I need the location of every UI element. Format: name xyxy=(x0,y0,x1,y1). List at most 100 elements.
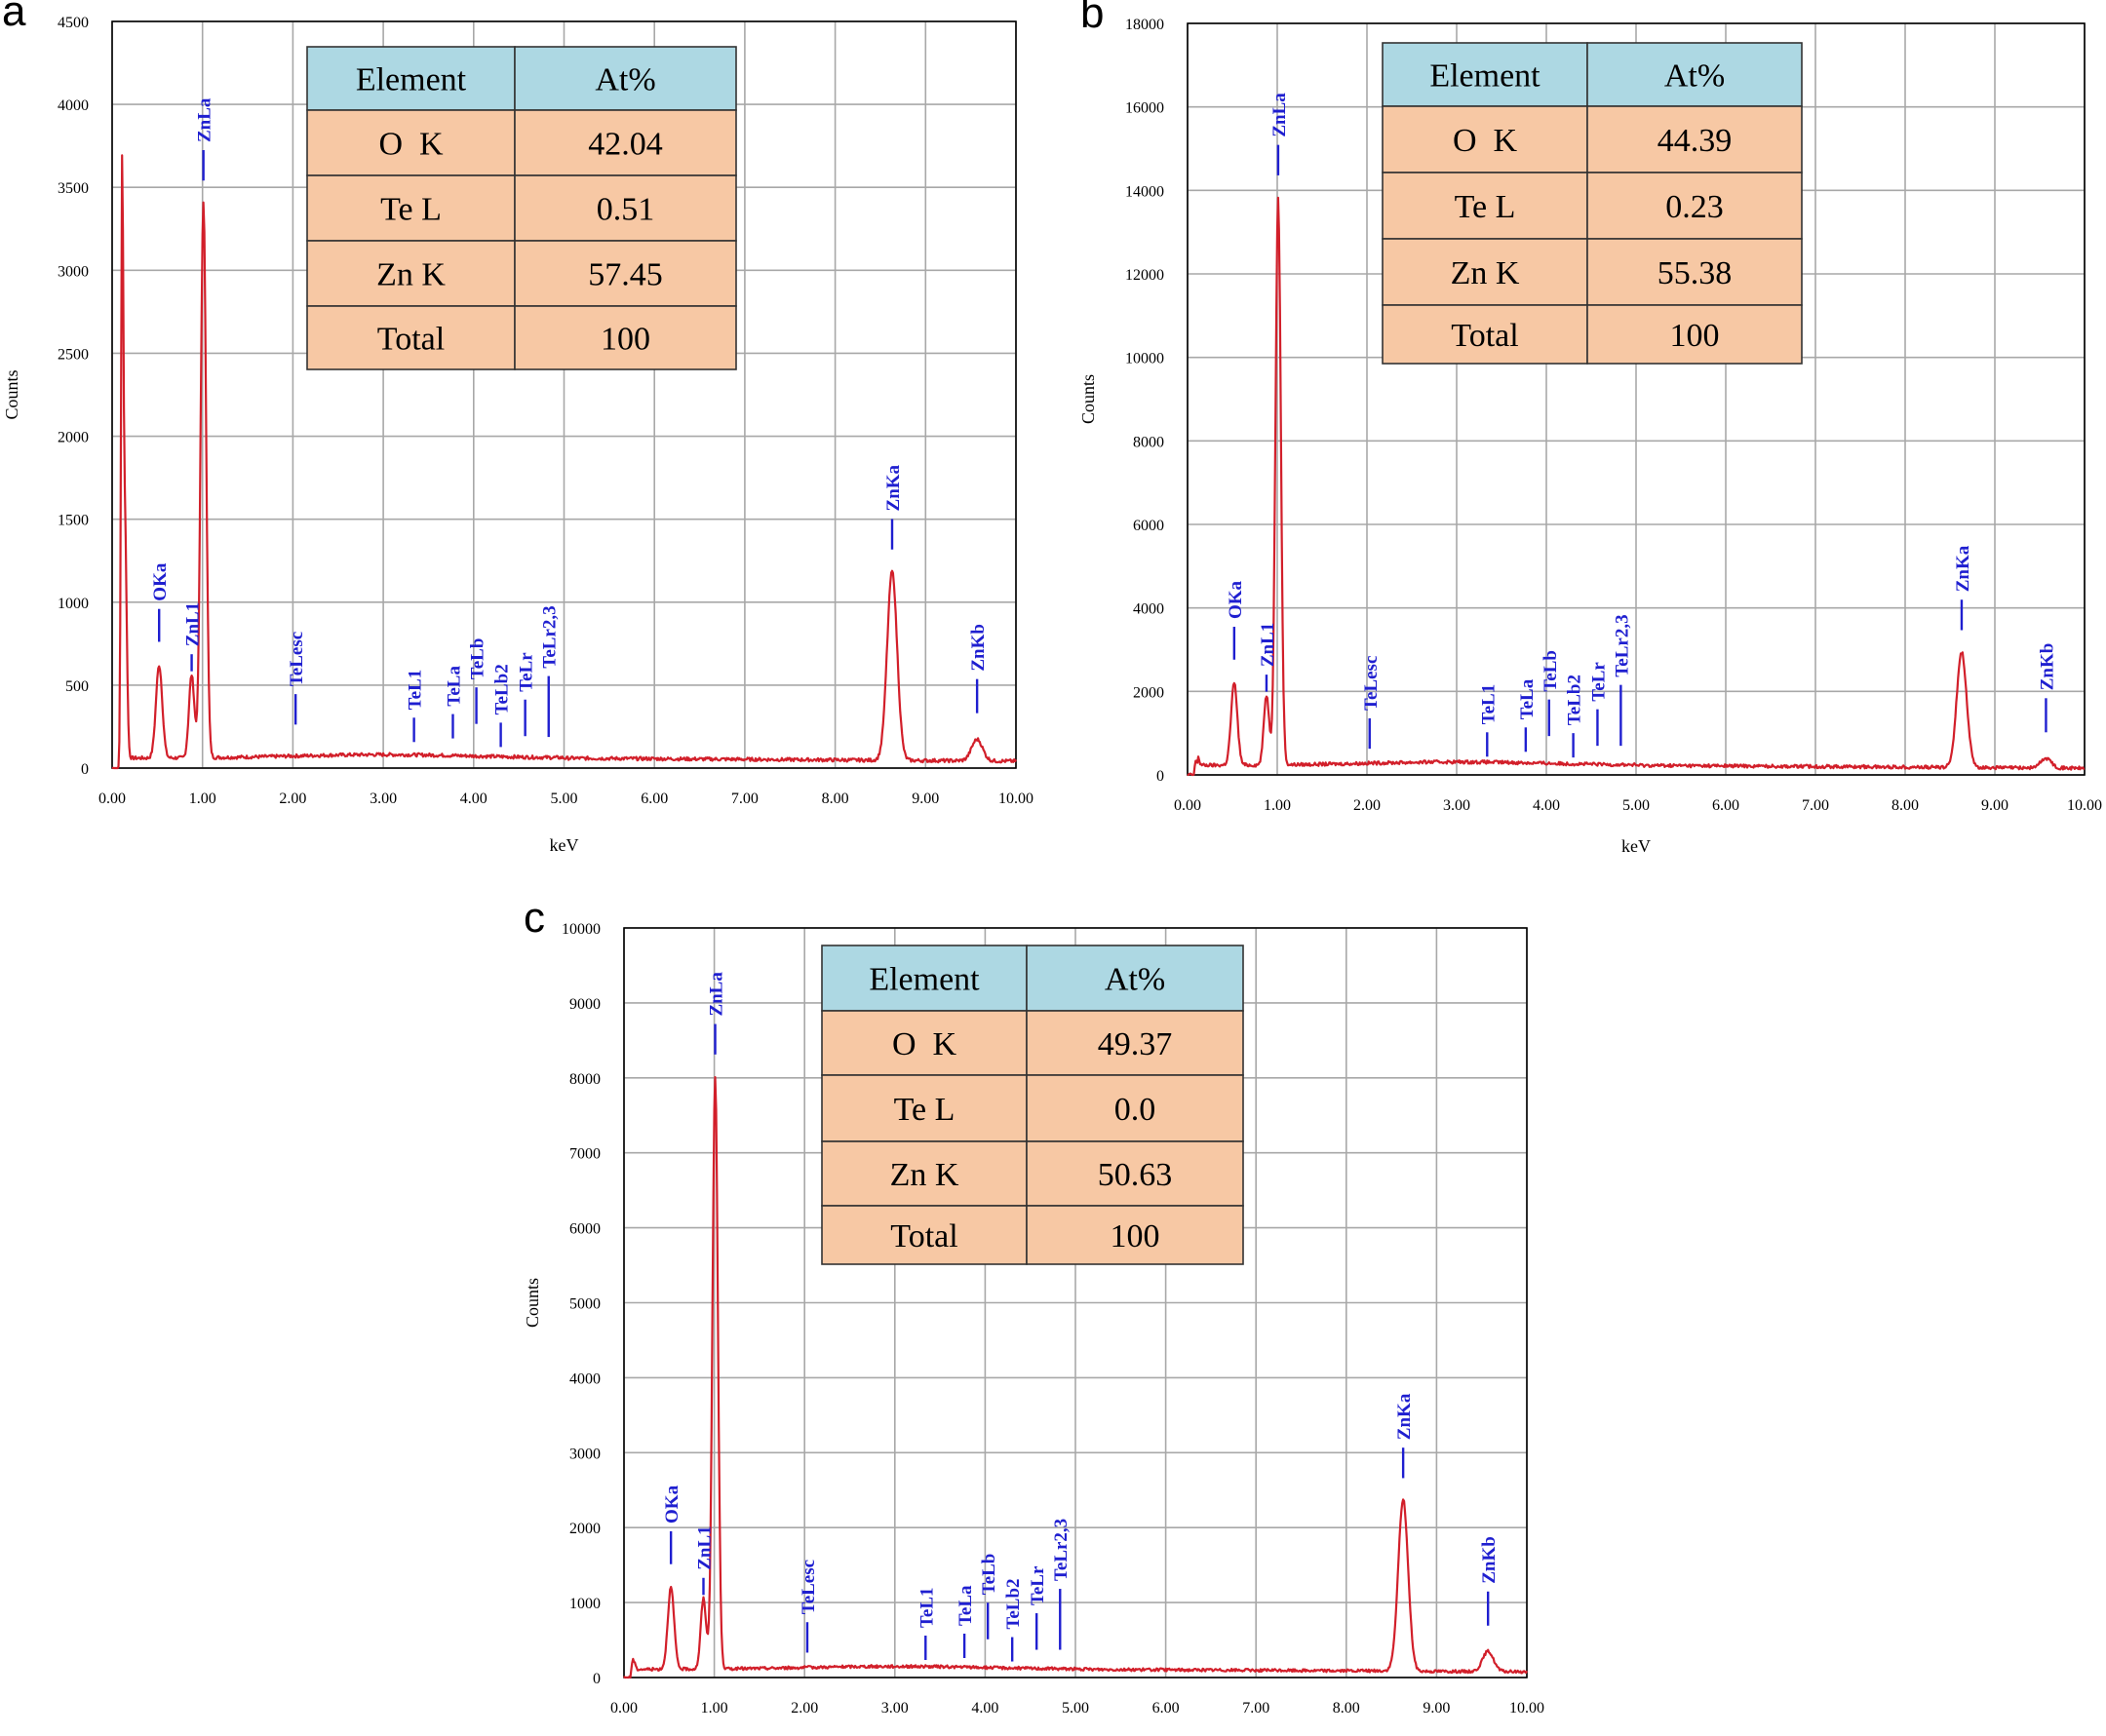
panel-letter: c xyxy=(524,894,545,942)
x-tick-label: 5.00 xyxy=(551,791,578,807)
panel-b: b0.00 1.00 2.00 3.00 4.00 5.00 6.00 7.00 8.00 9.0… xyxy=(1078,0,2102,856)
table-cell-text: O K xyxy=(1453,123,1518,159)
y-tick-label: 2000 xyxy=(569,1521,601,1537)
peak-label: OKa xyxy=(1226,580,1246,619)
panel-letter: a xyxy=(2,0,26,35)
y-tick-label: 10000 xyxy=(562,921,601,938)
peak-label: TeLr2,3 xyxy=(540,605,561,668)
x-tick-label: 4.00 xyxy=(971,1700,998,1717)
table-cell-text: Te L xyxy=(380,192,442,228)
x-tick-label: 3.00 xyxy=(881,1700,909,1717)
table-cell-text: 50.63 xyxy=(1098,1157,1173,1193)
y-tick-label: 10000 xyxy=(1125,351,1164,367)
peak-label: TeLr xyxy=(517,652,537,692)
x-tick-label: 9.00 xyxy=(912,791,939,807)
y-tick-label: 4000 xyxy=(58,97,89,114)
peak-label: ZnKa xyxy=(1394,1393,1415,1440)
table-cell-text: 100 xyxy=(601,322,650,358)
x-tick-label: 1.00 xyxy=(189,791,216,807)
peak-label: TeLesc xyxy=(799,1560,819,1614)
peak-label: OKa xyxy=(662,1485,682,1524)
x-tick-label: 9.00 xyxy=(1981,797,2008,814)
table-cell-text: 100 xyxy=(1670,318,1720,354)
table-cell-text: Total xyxy=(1451,318,1518,354)
y-tick-label: 4000 xyxy=(569,1370,601,1387)
y-tick-label: 500 xyxy=(65,678,89,695)
peak-label: TeL1 xyxy=(1478,684,1499,725)
peak-label: ZnKb xyxy=(2037,643,2057,691)
table-header-text: Element xyxy=(869,962,980,998)
table-cell-text: Total xyxy=(377,322,445,358)
composition-table: Element At% O K 42.04 Te L 0.51 Zn K 57.45 Total… xyxy=(307,47,736,369)
table-header-text: Element xyxy=(1429,58,1540,95)
x-tick-label: 6.00 xyxy=(641,791,668,807)
x-tick-label: 0.00 xyxy=(1174,797,1201,814)
panel-c: c0.00 1.00 2.00 3.00 4.00 5.00 6.00 7.00 8.00 9.0… xyxy=(523,894,1544,1736)
x-axis-label: keV xyxy=(550,835,579,855)
y-tick-label: 5000 xyxy=(569,1296,601,1313)
table-cell-text: O K xyxy=(378,127,444,163)
table-cell-text: Zn K xyxy=(376,257,446,293)
x-tick-label: 2.00 xyxy=(1353,797,1381,814)
x-tick-label: 7.00 xyxy=(1242,1700,1269,1717)
y-axis-label: Counts xyxy=(523,1278,542,1328)
table-cell-text: 55.38 xyxy=(1658,255,1733,291)
peak-label: TeLr xyxy=(1028,1565,1048,1605)
peak-label: TeLr2,3 xyxy=(1051,1519,1072,1581)
x-tick-label: 4.00 xyxy=(1533,797,1560,814)
peak-label: TeLa xyxy=(956,1585,976,1626)
peak-label: TeLb xyxy=(468,638,488,680)
peak-label: TeLb xyxy=(1540,650,1561,692)
table-cell-text: Zn K xyxy=(1451,255,1520,291)
table-cell-text: 42.04 xyxy=(588,127,663,163)
x-tick-label: 3.00 xyxy=(1443,797,1470,814)
y-tick-label: 4500 xyxy=(58,15,89,31)
table-cell-text: O K xyxy=(892,1026,957,1062)
peak-label: ZnL1 xyxy=(1258,623,1278,667)
x-tick-label: 1.00 xyxy=(1264,797,1291,814)
table-cell-text: Total xyxy=(890,1218,957,1254)
y-tick-label: 8000 xyxy=(569,1071,601,1088)
table-cell-text: Te L xyxy=(1455,189,1516,225)
x-tick-label: 2.00 xyxy=(791,1700,818,1717)
y-axis-label: Counts xyxy=(1078,374,1098,424)
peak-label: TeLr2,3 xyxy=(1612,614,1632,676)
peak-label: TeLa xyxy=(444,666,464,707)
x-tick-label: 7.00 xyxy=(731,791,759,807)
composition-table: Element At% O K 49.37 Te L 0.0 Zn K 50.63 Total 1… xyxy=(822,945,1243,1264)
peak-label: TeLb xyxy=(979,1554,999,1596)
table-cell-text: 0.23 xyxy=(1665,189,1724,225)
y-tick-label: 6000 xyxy=(1133,518,1164,534)
x-tick-label: 3.00 xyxy=(370,791,397,807)
x-tick-label: 0.00 xyxy=(98,791,126,807)
y-tick-label: 12000 xyxy=(1125,267,1164,284)
table-cell-text: 44.39 xyxy=(1658,123,1733,159)
y-tick-label: 7000 xyxy=(569,1146,601,1163)
x-tick-label: 10.00 xyxy=(1509,1700,1544,1717)
x-axis-label: keV xyxy=(1621,836,1651,856)
y-tick-label: 2000 xyxy=(1133,684,1164,701)
x-tick-label: 5.00 xyxy=(1062,1700,1089,1717)
composition-table: Element At% O K 44.39 Te L 0.23 Zn K 55.38 Total… xyxy=(1383,43,1802,364)
table-cell-text: 0.0 xyxy=(1114,1092,1156,1128)
y-tick-label: 1000 xyxy=(58,596,89,612)
table-cell-text: 49.37 xyxy=(1098,1026,1173,1062)
peak-label: TeL1 xyxy=(916,1587,937,1628)
y-tick-label: 1500 xyxy=(58,513,89,529)
y-tick-label: 0 xyxy=(81,761,89,778)
peak-label: ZnKa xyxy=(1953,545,1973,592)
y-tick-label: 14000 xyxy=(1125,183,1164,200)
peak-label: TeLb2 xyxy=(492,664,513,714)
peak-label: ZnKb xyxy=(1479,1536,1500,1584)
peak-label: TeLesc xyxy=(287,632,307,686)
panel-a: a0.00 1.00 2.00 3.00 4.00 5.00 6.00 7.00 8.00 9.0… xyxy=(2,0,1034,855)
y-tick-label: 3500 xyxy=(58,180,89,197)
peak-label: TeLr xyxy=(1588,662,1609,702)
y-axis-label: Counts xyxy=(2,369,21,419)
x-tick-label: 8.00 xyxy=(822,791,849,807)
peak-label: TeLb2 xyxy=(1565,675,1585,725)
y-tick-label: 3000 xyxy=(58,263,89,280)
peak-label: ZnLa xyxy=(707,972,727,1017)
x-tick-label: 8.00 xyxy=(1892,797,1919,814)
